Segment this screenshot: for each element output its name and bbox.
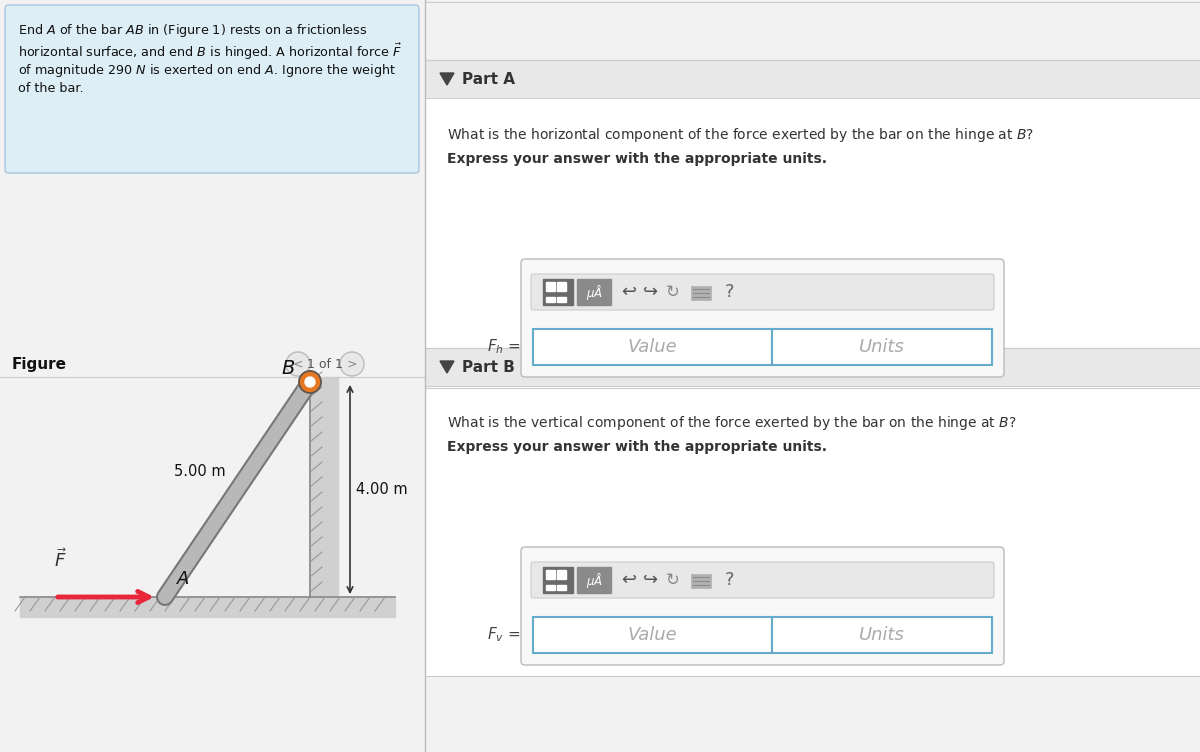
Text: $\vec{F}$: $\vec{F}$ bbox=[54, 548, 66, 571]
Text: What is the horizontal component of the force exerted by the bar on the hinge at: What is the horizontal component of the … bbox=[446, 126, 1034, 144]
Text: of the bar.: of the bar. bbox=[18, 82, 84, 95]
Text: 4.00 m: 4.00 m bbox=[356, 482, 408, 497]
Circle shape bbox=[286, 352, 310, 376]
Bar bbox=[533, 329, 772, 365]
Bar bbox=[546, 570, 554, 579]
Circle shape bbox=[340, 352, 364, 376]
Text: <: < bbox=[293, 357, 304, 371]
Bar bbox=[542, 279, 574, 305]
Bar bbox=[425, 386, 1200, 676]
Text: ↻: ↻ bbox=[666, 571, 680, 589]
Circle shape bbox=[299, 371, 320, 393]
Text: $F_{h}$ =: $F_{h}$ = bbox=[487, 338, 521, 356]
Text: 1 of 1: 1 of 1 bbox=[307, 357, 343, 371]
Bar bbox=[425, 98, 1200, 388]
Circle shape bbox=[305, 377, 314, 387]
Text: $B$: $B$ bbox=[281, 359, 295, 378]
Bar bbox=[557, 282, 566, 291]
Text: Units: Units bbox=[859, 626, 905, 644]
Bar bbox=[691, 574, 710, 588]
Text: Express your answer with the appropriate units.: Express your answer with the appropriate… bbox=[446, 440, 827, 454]
Text: Value: Value bbox=[628, 338, 677, 356]
Bar bbox=[557, 570, 566, 579]
Text: ↩: ↩ bbox=[622, 571, 636, 589]
Bar bbox=[546, 585, 554, 590]
Text: ?: ? bbox=[725, 283, 733, 301]
Bar bbox=[691, 286, 710, 300]
Text: End $\mathit{A}$ of the bar $\mathit{AB}$ in (Figure 1) rests on a frictionless: End $\mathit{A}$ of the bar $\mathit{AB}… bbox=[18, 22, 367, 39]
Text: >: > bbox=[347, 357, 358, 371]
FancyBboxPatch shape bbox=[5, 5, 419, 173]
Text: ↩: ↩ bbox=[622, 283, 636, 301]
Text: Value: Value bbox=[628, 626, 677, 644]
Text: Figure: Figure bbox=[12, 356, 67, 371]
Bar bbox=[546, 282, 554, 291]
Bar bbox=[546, 297, 554, 302]
Text: ↪: ↪ bbox=[643, 571, 659, 589]
Text: $\mu\AA$: $\mu\AA$ bbox=[586, 571, 602, 590]
FancyBboxPatch shape bbox=[521, 259, 1004, 377]
Text: $\mu\AA$: $\mu\AA$ bbox=[586, 283, 602, 302]
FancyBboxPatch shape bbox=[530, 274, 994, 310]
Bar bbox=[772, 329, 992, 365]
Text: Express your answer with the appropriate units.: Express your answer with the appropriate… bbox=[446, 152, 827, 166]
FancyBboxPatch shape bbox=[521, 547, 1004, 665]
Text: of magnitude 290 $\mathit{N}$ is exerted on end $\mathit{A}$. Ignore the weight: of magnitude 290 $\mathit{N}$ is exerted… bbox=[18, 62, 396, 79]
Text: $F_{v}$ =: $F_{v}$ = bbox=[487, 626, 521, 644]
Polygon shape bbox=[440, 73, 454, 85]
Bar bbox=[772, 617, 992, 653]
Bar bbox=[425, 60, 1200, 98]
Text: horizontal surface, and end $\mathit{B}$ is hinged. A horizontal force $\vec{F}$: horizontal surface, and end $\mathit{B}$… bbox=[18, 42, 402, 62]
Bar bbox=[425, 348, 1200, 386]
Polygon shape bbox=[440, 361, 454, 373]
Text: Part A: Part A bbox=[462, 71, 515, 86]
Bar bbox=[557, 297, 566, 302]
Bar bbox=[542, 567, 574, 593]
Bar bbox=[577, 567, 611, 593]
FancyBboxPatch shape bbox=[530, 562, 994, 598]
Text: ?: ? bbox=[725, 571, 733, 589]
Text: What is the vertical component of the force exerted by the bar on the hinge at $: What is the vertical component of the fo… bbox=[446, 414, 1016, 432]
Text: 5.00 m: 5.00 m bbox=[174, 464, 226, 479]
Bar bbox=[533, 617, 772, 653]
Bar bbox=[557, 585, 566, 590]
Text: ↻: ↻ bbox=[666, 283, 680, 301]
Text: Units: Units bbox=[859, 338, 905, 356]
Bar bbox=[577, 279, 611, 305]
Text: $A$: $A$ bbox=[176, 570, 190, 588]
Text: ↪: ↪ bbox=[643, 283, 659, 301]
Bar bbox=[310, 377, 338, 597]
Bar bbox=[20, 597, 395, 617]
Text: Part B: Part B bbox=[462, 359, 515, 374]
